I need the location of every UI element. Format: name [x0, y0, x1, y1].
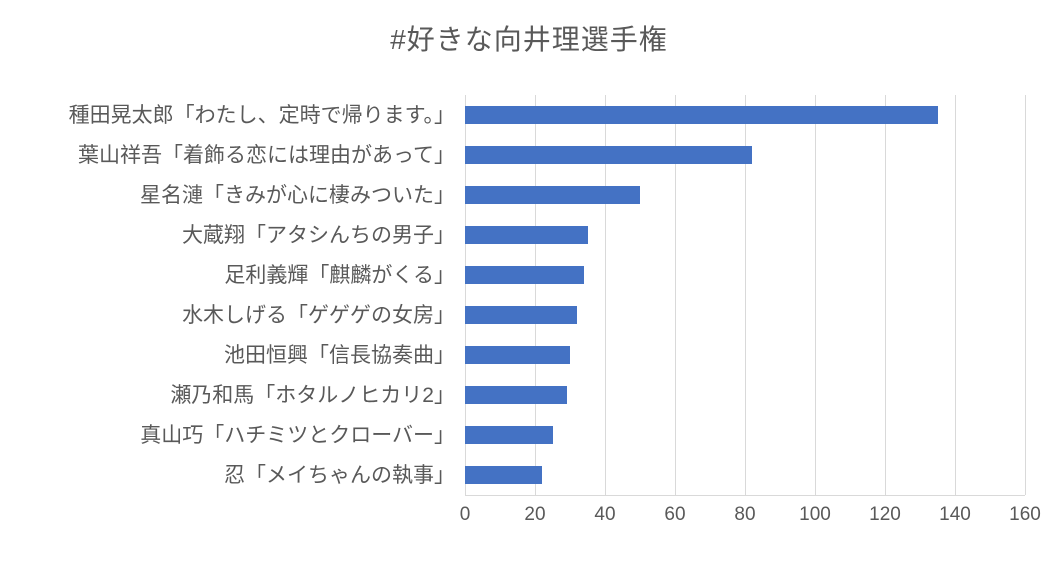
x-tick-label: 120: [869, 505, 901, 524]
y-tick-label: 足利義輝「麒麟がくる」: [224, 265, 455, 286]
x-tick-label: 60: [664, 505, 685, 524]
x-axis-line: [465, 495, 1025, 496]
y-tick-label: 真山巧「ハチミツとクローバー」: [140, 425, 455, 446]
bar: [465, 106, 938, 124]
bar: [465, 146, 752, 164]
bar: [465, 346, 570, 364]
x-tick-label: 40: [594, 505, 615, 524]
bar: [465, 466, 542, 484]
gridline: [1025, 95, 1026, 495]
bar: [465, 426, 553, 444]
gridline: [955, 95, 956, 495]
x-tick-label: 160: [1009, 505, 1041, 524]
gridline: [815, 95, 816, 495]
y-tick-label: 大蔵翔「アタシんちの男子」: [182, 225, 455, 246]
bar: [465, 306, 577, 324]
y-tick-label: 忍「メイちゃんの執事」: [224, 465, 455, 486]
bar: [465, 226, 588, 244]
y-tick-label: 種田晃太郎「わたし、定時で帰ります。」: [69, 105, 455, 126]
bar: [465, 186, 640, 204]
x-tick-label: 20: [524, 505, 545, 524]
y-tick-label: 瀬乃和馬「ホタルノヒカリ2」: [170, 385, 455, 406]
y-tick-label: 水木しげる「ゲゲゲの女房」: [182, 305, 455, 326]
plot-area: 020406080100120140160: [465, 95, 1025, 495]
chart-container: #好きな向井理選手権 種田晃太郎「わたし、定時で帰ります。」葉山祥吾「着飾る恋に…: [0, 0, 1058, 575]
x-tick-label: 80: [734, 505, 755, 524]
x-tick-label: 0: [460, 505, 471, 524]
y-tick-label: 星名漣「きみが心に棲みついた」: [140, 185, 455, 206]
bar: [465, 386, 567, 404]
gridline: [885, 95, 886, 495]
chart-title: #好きな向井理選手権: [0, 18, 1058, 58]
y-tick-label: 池田恒興「信長協奏曲」: [224, 345, 455, 366]
x-tick-label: 100: [799, 505, 831, 524]
bar: [465, 266, 584, 284]
x-tick-label: 140: [939, 505, 971, 524]
y-tick-label: 葉山祥吾「着飾る恋には理由があって」: [78, 145, 455, 166]
